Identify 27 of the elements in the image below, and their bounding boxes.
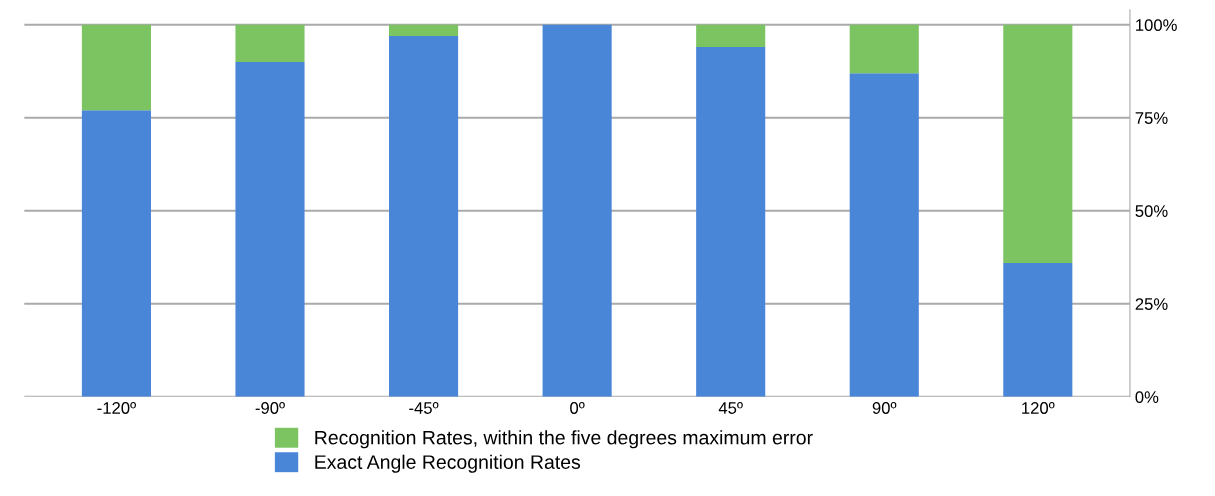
y-tick-label: 100% xyxy=(1136,19,1177,31)
bar xyxy=(389,24,459,36)
x-tick-label: 120º xyxy=(1022,402,1055,414)
bar xyxy=(849,24,919,74)
x-tick-label: 45º xyxy=(718,402,743,414)
y-tick-label: 75% xyxy=(1135,112,1168,124)
y-tick-label: 50% xyxy=(1135,205,1168,217)
bar xyxy=(696,24,766,48)
bar xyxy=(542,24,612,397)
bar xyxy=(81,24,151,111)
bar xyxy=(1003,262,1073,397)
y-tick-label: 25% xyxy=(1135,298,1168,310)
y-tick-label: 0% xyxy=(1135,391,1159,403)
legend-label: Recognition Rates, within the five degrees maximum error xyxy=(315,430,813,449)
bar xyxy=(235,24,305,62)
legend-label: Exact Angle Recognition Rates xyxy=(315,454,581,473)
x-tick-label: 0º xyxy=(570,402,585,414)
bar xyxy=(696,47,766,397)
bar xyxy=(235,62,305,397)
bar xyxy=(389,35,459,397)
bar xyxy=(1003,24,1073,263)
bar xyxy=(81,110,151,397)
x-tick-label: 90º xyxy=(872,402,897,414)
x-tick-label: -90º xyxy=(255,402,285,414)
x-tick-label: -120º xyxy=(97,402,136,414)
bar xyxy=(849,73,919,397)
x-tick-label: -45º xyxy=(409,402,439,414)
